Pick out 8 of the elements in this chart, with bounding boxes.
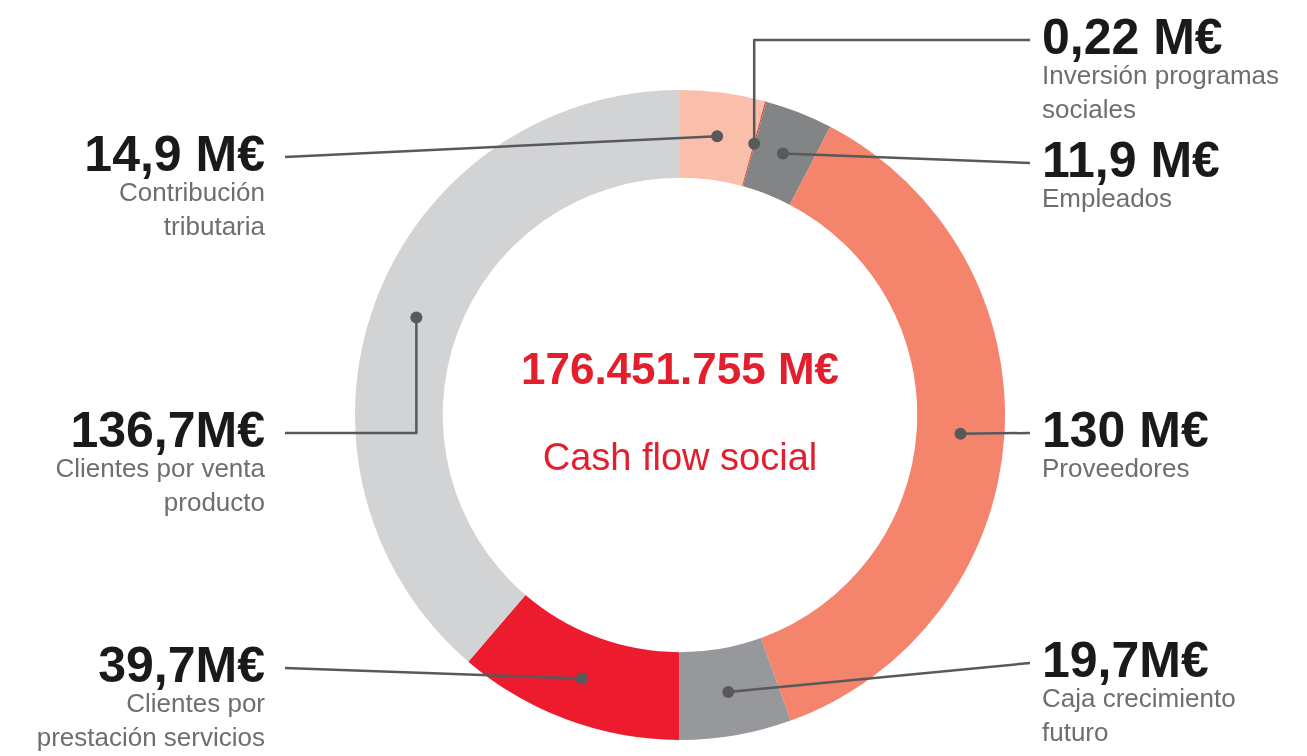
data-label: 11,9 M€ <box>1042 131 1220 188</box>
text: Cash flow social <box>542 436 818 479</box>
text: 176.451.755 M€ <box>520 344 840 394</box>
data-label: 14,9 M€ <box>84 125 265 182</box>
data-label: 19,7M€ <box>1042 631 1209 688</box>
data-label: 136,7M€ <box>70 401 265 458</box>
data-label: 0,22 M€ <box>1042 8 1223 65</box>
data-label: 39,7M€ <box>98 636 265 693</box>
